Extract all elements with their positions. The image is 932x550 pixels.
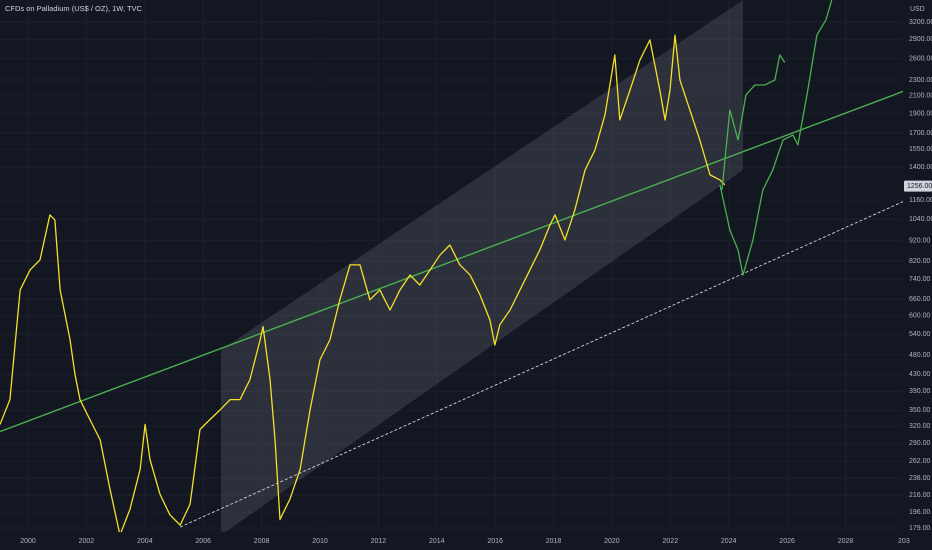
- x-tick-label: 2024: [721, 538, 737, 545]
- y-tick-label: 1700.00: [909, 130, 932, 137]
- y-tick-label: 1040.00: [909, 216, 932, 223]
- y-tick-label: 540.00: [909, 331, 931, 338]
- y-tick-label: 2300.00: [909, 77, 932, 84]
- y-tick-label: 179.00: [909, 525, 931, 532]
- x-tick-label: 2004: [137, 538, 153, 545]
- x-tick-label: 2002: [79, 538, 95, 545]
- x-tick-label: 2028: [838, 538, 854, 545]
- y-tick-label: 320.00: [909, 423, 931, 430]
- x-tick-label: 2022: [663, 538, 679, 545]
- price-line: [0, 34, 726, 532]
- y-tick-label: 600.00: [909, 313, 931, 320]
- y-tick-label: 390.00: [909, 388, 931, 395]
- y-tick-label: 430.00: [909, 371, 931, 378]
- y-tick-label: 820.00: [909, 258, 931, 265]
- x-tick-label: 2020: [604, 538, 620, 545]
- axes: 3200.00 2900.00 2600.00 2300.00 2100.00 1900.…: [20, 19, 932, 545]
- x-tick-label: 2018: [546, 538, 562, 545]
- y-tick-label: 1160.00: [909, 197, 932, 204]
- x-tick-label: 2008: [254, 538, 270, 545]
- last-price-tag: [904, 180, 932, 192]
- y-tick-label: 290.00: [909, 440, 931, 447]
- time-axis: [0, 532, 903, 550]
- chart-title: CFDs on Palladium (US$ / OZ), 1W, TVC: [5, 4, 143, 13]
- x-tick-label: 2026: [779, 538, 795, 545]
- y-tick-label: 1400.00: [909, 164, 932, 171]
- y-tick-label: 350.00: [909, 407, 931, 414]
- y-tick-label: 196.00: [909, 509, 931, 516]
- y-tick-label: 238.00: [909, 475, 931, 482]
- price-line: [719, 0, 833, 276]
- x-tick-label: 2010: [312, 538, 328, 545]
- y-tick-label: 480.00: [909, 352, 931, 359]
- x-tick-label: 2016: [487, 538, 503, 545]
- x-tick-label: 2012: [371, 538, 387, 545]
- x-tick-label: 203: [898, 538, 910, 545]
- price-axis: [903, 0, 932, 550]
- y-tick-label: 2900.00: [909, 36, 932, 43]
- y-tick-label: 1900.00: [909, 110, 932, 117]
- y-tick-label: 216.00: [909, 492, 931, 499]
- x-tick-label: 2000: [20, 538, 36, 545]
- y-tick-label: 3200.00: [909, 19, 932, 26]
- y-tick-label: 2100.00: [909, 93, 932, 100]
- y-tick-label: 1550.00: [909, 146, 932, 153]
- channel: [221, 0, 744, 532]
- x-tick-label: 2006: [195, 538, 211, 545]
- trendline: [0, 90, 903, 433]
- price-unit: USD: [910, 6, 925, 13]
- y-tick-label: 262.00: [909, 458, 931, 465]
- y-tick-label: 740.00: [909, 276, 931, 283]
- y-tick-label: 660.00: [909, 296, 931, 303]
- y-tick-label: 920.00: [909, 238, 931, 245]
- x-tick-label: 2014: [429, 538, 445, 545]
- trendline: [179, 201, 903, 528]
- last-price-label: 1256.00: [907, 183, 932, 190]
- plot-area: [0, 0, 903, 532]
- price-line: [721, 54, 786, 190]
- y-tick-label: 2600.00: [909, 55, 932, 62]
